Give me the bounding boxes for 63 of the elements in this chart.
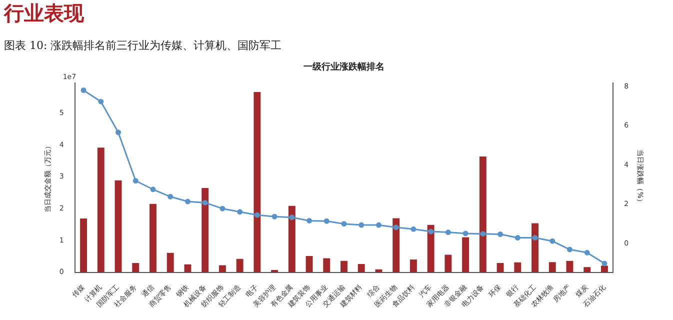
point xyxy=(341,221,347,227)
point xyxy=(184,198,190,204)
point xyxy=(150,186,156,192)
bar xyxy=(600,266,608,272)
point xyxy=(393,224,399,230)
point xyxy=(498,232,504,237)
bar xyxy=(566,260,574,272)
point xyxy=(237,209,243,215)
bar xyxy=(150,204,156,272)
point xyxy=(202,200,208,206)
point xyxy=(116,130,122,136)
bar xyxy=(218,265,226,272)
point xyxy=(358,222,364,228)
point xyxy=(98,98,104,104)
point xyxy=(272,214,278,220)
point xyxy=(462,230,468,236)
bar xyxy=(80,218,88,272)
point xyxy=(410,226,416,232)
point xyxy=(220,206,226,212)
point xyxy=(306,218,312,224)
bar xyxy=(97,148,104,272)
bar xyxy=(114,180,122,272)
point xyxy=(324,218,330,224)
text: 图表 10: 涨跌幅排名前三行业为传媒、计算机、国防军工 xyxy=(4,38,282,53)
bar xyxy=(202,188,209,272)
bar xyxy=(548,262,556,272)
point xyxy=(132,178,138,184)
bar xyxy=(132,263,140,272)
point xyxy=(168,194,174,200)
bar xyxy=(392,218,400,272)
bar xyxy=(288,206,296,272)
bar xyxy=(584,267,591,272)
bar xyxy=(184,264,192,272)
point xyxy=(80,87,86,93)
bar xyxy=(254,92,261,272)
bar xyxy=(444,254,452,272)
bar xyxy=(358,264,365,272)
text: 行业表现 xyxy=(4,0,84,27)
bar xyxy=(166,252,174,272)
point xyxy=(514,235,520,241)
bar xyxy=(514,262,522,272)
bar xyxy=(236,258,244,272)
bar xyxy=(410,260,417,272)
point xyxy=(254,212,260,218)
point xyxy=(532,235,538,241)
point xyxy=(289,214,295,220)
bar xyxy=(479,156,486,272)
bar xyxy=(532,223,538,272)
bar xyxy=(323,258,330,272)
bar xyxy=(340,260,348,272)
point xyxy=(480,231,486,237)
point xyxy=(428,228,434,234)
bar xyxy=(306,256,313,272)
point xyxy=(376,222,382,228)
bar xyxy=(427,224,434,272)
point xyxy=(445,230,451,236)
point xyxy=(584,250,590,256)
point xyxy=(550,238,556,244)
point xyxy=(602,260,608,266)
chart-title: 一级行业涨跌幅排名 xyxy=(304,62,384,73)
bar xyxy=(462,237,470,272)
bar xyxy=(496,263,504,272)
point xyxy=(566,246,572,252)
